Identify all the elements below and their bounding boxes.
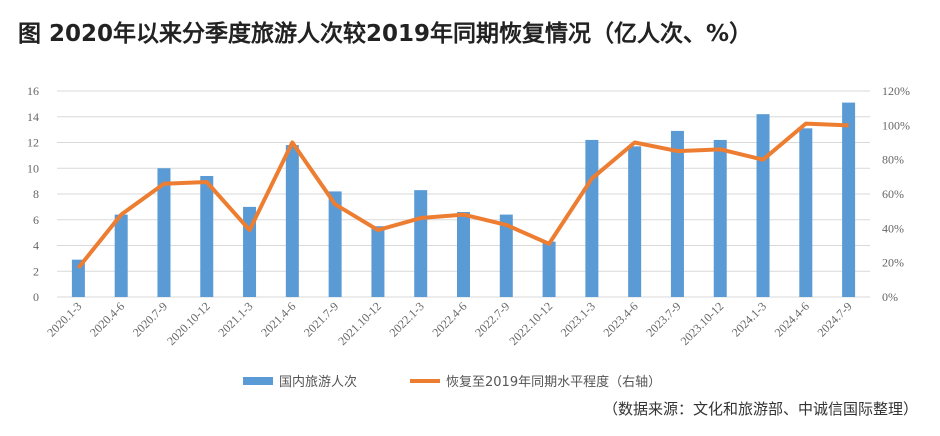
bar-2023.1-3 <box>585 139 599 297</box>
left-axis-tick: 10 <box>27 161 39 175</box>
bar-2024.1-3 <box>756 114 770 297</box>
right-axis-tick: 0% <box>882 290 898 304</box>
left-axis-tick: 16 <box>27 84 39 98</box>
left-axis-tick: 14 <box>27 110 39 124</box>
bar-2020.1-3 <box>71 259 85 297</box>
x-axis-label: 2021.7-9 <box>301 299 341 339</box>
x-axis-label: 2021.10-12 <box>335 299 384 348</box>
source-note: （数据来源：文化和旅游部、中诚信国际整理） <box>602 400 918 418</box>
x-axis-label: 2022.7-9 <box>472 299 512 339</box>
x-axis-label: 2022.1-3 <box>387 299 427 339</box>
x-axis-label: 2023.10-12 <box>678 299 727 348</box>
x-axis-label: 2020.10-12 <box>164 299 213 348</box>
left-axis-tick: 0 <box>33 290 39 304</box>
x-axis-label: 2020.4-6 <box>87 299 127 339</box>
x-axis-label: 2021.4-6 <box>258 299 298 339</box>
legend-bar-swatch <box>243 377 273 385</box>
legend-line-label: 恢复至2019年同期水平程度（右轴） <box>446 374 661 390</box>
bar-2020.4-6 <box>114 214 128 297</box>
bar-2022.10-12 <box>542 241 556 297</box>
bar-2021.7-9 <box>328 191 342 297</box>
left-axis-tick: 12 <box>27 136 39 150</box>
left-axis-tick: 4 <box>33 239 39 253</box>
right-axis-tick: 40% <box>882 221 904 235</box>
bar-2023.7-9 <box>670 130 684 297</box>
x-axis-label: 2023.4-6 <box>600 299 640 339</box>
bar-2024.7-9 <box>842 102 856 298</box>
bar-2020.10-12 <box>200 175 214 297</box>
bar-2022.7-9 <box>499 214 513 297</box>
bar-2024.4-6 <box>799 128 813 297</box>
x-axis-label: 2021.1-3 <box>215 299 255 339</box>
bar-2021.4-6 <box>285 145 299 297</box>
x-axis-label: 2022.10-12 <box>506 299 555 348</box>
x-axis-label: 2020.1-3 <box>44 299 84 339</box>
x-axis-label: 2024.7-9 <box>814 299 854 339</box>
chart-title: 图 2020年以来分季度旅游人次较2019年同期恢复情况（亿人次、%） <box>18 21 753 47</box>
x-axis-label: 2020.7-9 <box>130 299 170 339</box>
left-axis-tick: 2 <box>33 264 39 278</box>
x-axis-label: 2023.1-3 <box>558 299 598 339</box>
right-axis-tick: 80% <box>882 153 904 167</box>
bar-2022.1-3 <box>414 190 428 297</box>
right-axis-tick: 100% <box>882 118 910 132</box>
left-axis-tick: 8 <box>33 187 39 201</box>
bar-2020.7-9 <box>157 168 171 297</box>
x-axis-label: 2023.7-9 <box>643 299 683 339</box>
bar-2023.10-12 <box>713 139 727 297</box>
bar-2023.4-6 <box>628 146 642 297</box>
x-axis-label: 2022.4-6 <box>429 299 469 339</box>
bar-2021.10-12 <box>371 226 385 297</box>
x-axis-label: 2024.1-3 <box>729 299 769 339</box>
x-axis-label: 2024.4-6 <box>772 299 812 339</box>
legend-bar-label: 国内旅游人次 <box>279 374 357 390</box>
bar-2022.4-6 <box>457 212 470 297</box>
right-axis-tick: 120% <box>882 84 910 98</box>
right-axis-tick: 20% <box>882 256 904 270</box>
left-axis-tick: 6 <box>33 213 39 227</box>
right-axis-tick: 60% <box>882 187 904 201</box>
legend: 国内旅游人次 恢复至2019年同期水平程度（右轴） <box>243 374 661 390</box>
